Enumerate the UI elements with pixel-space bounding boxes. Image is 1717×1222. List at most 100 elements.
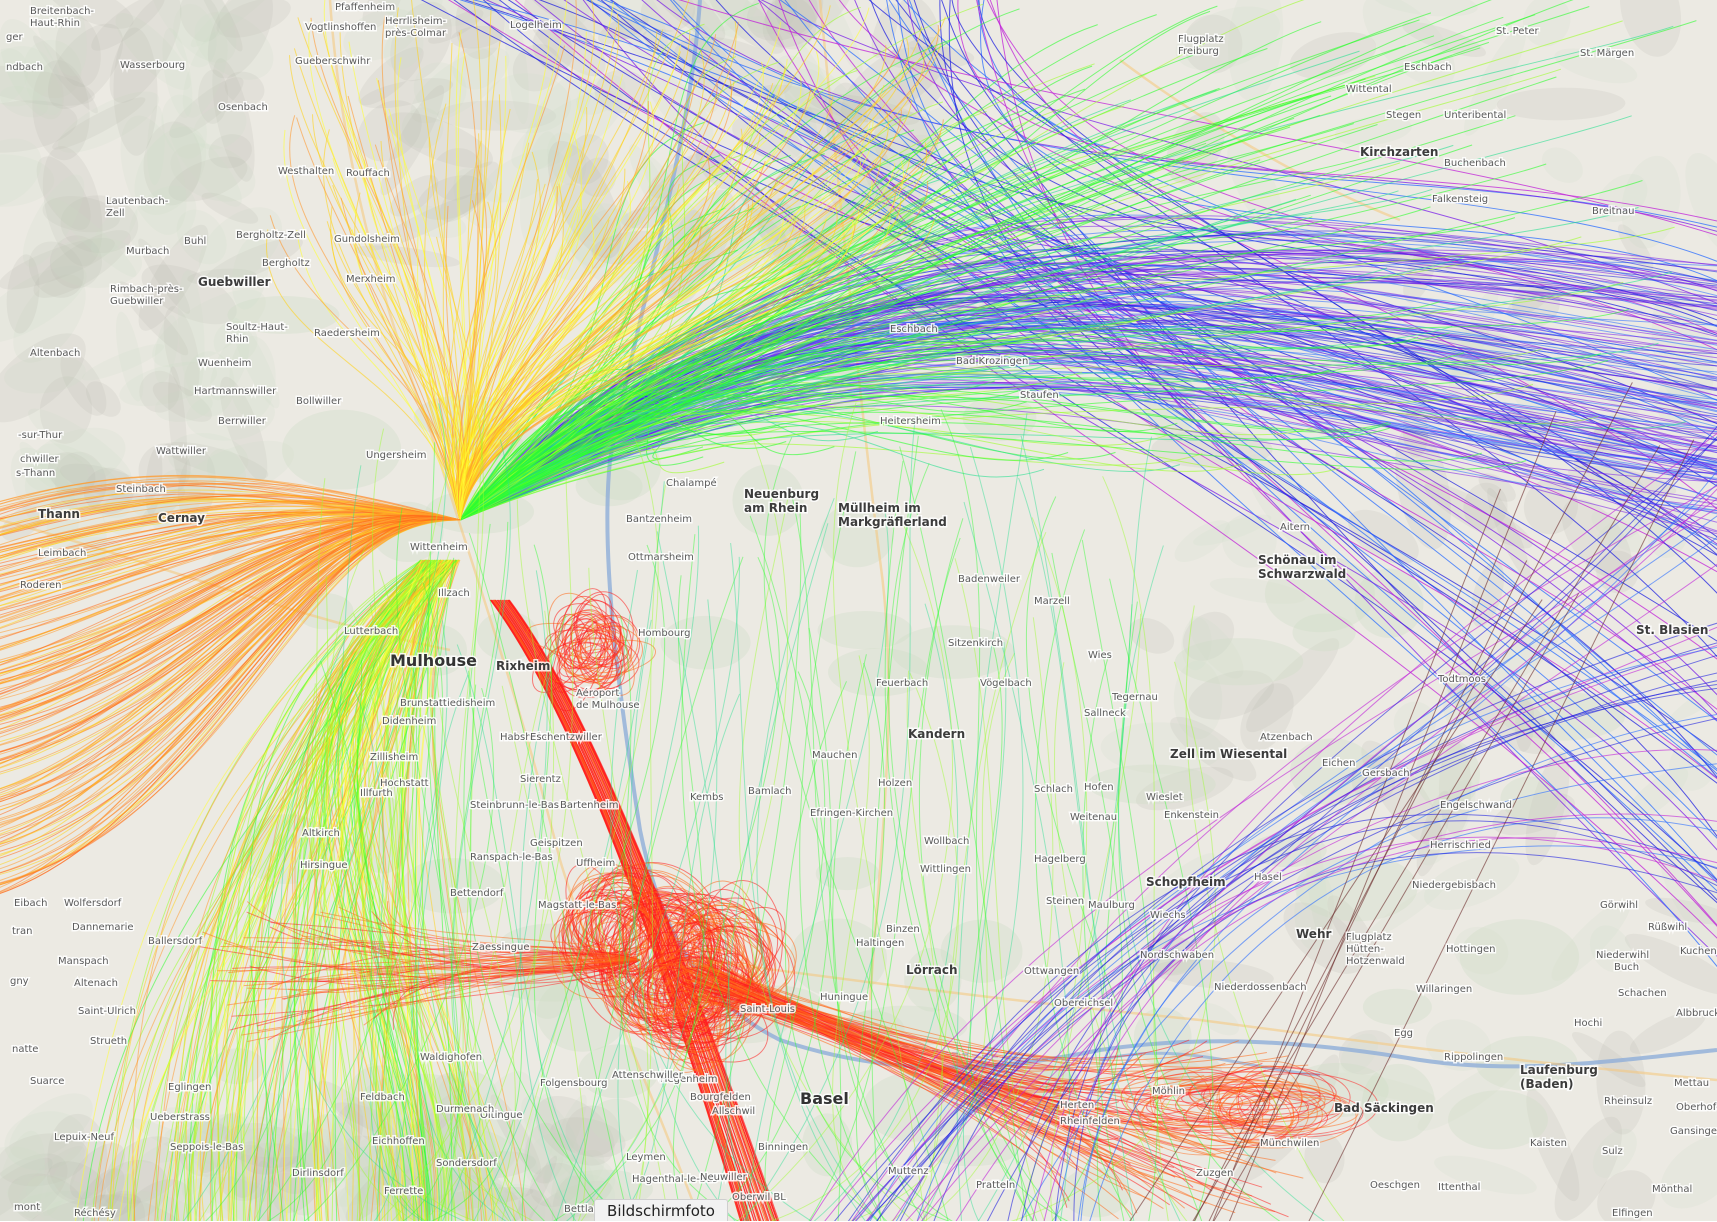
place-label-munchwilen: Münchwilen	[1260, 1138, 1319, 1149]
place-label-pratteln: Pratteln	[976, 1180, 1015, 1191]
place-label-line: Saint-Ulrich	[78, 1006, 136, 1017]
place-label-geispitzen: Geispitzen	[530, 838, 583, 849]
place-label-line: mont	[14, 1202, 40, 1213]
place-label-line: Strueth	[90, 1036, 127, 1047]
place-label-gorwihl: Görwihl	[1600, 900, 1638, 911]
place-label-manspach: Manspach	[58, 956, 109, 967]
place-label-eschbach-south: Eschbach	[890, 324, 938, 335]
place-label-line: Tegernau	[1111, 692, 1158, 703]
place-label-bergholtz: Bergholtz	[262, 258, 310, 269]
place-label-line: Sulz	[1602, 1146, 1623, 1157]
place-label-altenbach: Altenbach	[30, 348, 80, 359]
place-label-sitzenkirch: Sitzenkirch	[948, 638, 1003, 649]
place-label-line: Allschwil	[712, 1106, 755, 1117]
place-label-line: Herten	[1060, 1100, 1094, 1111]
place-label-line: Willaringen	[1416, 984, 1472, 995]
place-label-line: Hochi	[1574, 1018, 1602, 1029]
place-label-ferrette: Ferrette	[384, 1186, 423, 1197]
place-label-line: Guebwiller	[198, 275, 271, 289]
place-label-sierentz: Sierentz	[520, 774, 561, 785]
place-label-line: près-Colmar	[385, 27, 447, 39]
place-label-line: Wehr	[1296, 927, 1331, 941]
place-label-line: Sallneck	[1084, 708, 1126, 719]
place-label-bartenheim: Bartenheim	[560, 800, 619, 811]
place-label-basel: Basel	[800, 1089, 849, 1108]
place-label-folgensbourg: Folgensbourg	[540, 1078, 607, 1089]
place-label-wasserbourg: Wasserbourg	[120, 60, 185, 71]
place-label-brunstatt: Brunstatt	[400, 698, 447, 709]
place-label-line: Hartmannswiller	[194, 386, 277, 397]
place-label-herrlisheim-pres-colmar: Herrlisheim-près-Colmar	[385, 16, 447, 39]
place-label-line: Rheinfelden	[1060, 1116, 1120, 1127]
place-label-berrwiller: Berrwiller	[218, 416, 267, 427]
place-label-line: Hochstatt	[380, 778, 429, 789]
place-label-ungersheim: Ungersheim	[366, 450, 427, 461]
place-label-hartmannswiller: Hartmannswiller	[194, 386, 277, 397]
place-label-line: Ungersheim	[366, 450, 427, 461]
place-label-illzach: Illzach	[438, 588, 470, 599]
place-label-line: Mauchen	[812, 750, 857, 761]
place-label-egg: Egg	[1394, 1028, 1413, 1039]
place-label-line: Ballersdorf	[148, 936, 203, 947]
place-label-line: tran	[12, 926, 33, 937]
place-label-dannemarie: Dannemarie	[72, 922, 134, 933]
place-label-unteribental: Unteribental	[1444, 110, 1506, 121]
place-label-line: Obereichsel	[1054, 998, 1113, 1009]
place-label-line: Laufenburg	[1520, 1063, 1598, 1077]
place-label-chalampe: Chalampé	[666, 477, 717, 489]
place-label-line: Buch	[1614, 962, 1639, 973]
place-label-line: Weitenau	[1070, 812, 1117, 823]
place-label-line: Mettau	[1674, 1078, 1709, 1089]
place-label-bollwiller: Bollwiller	[296, 396, 342, 407]
place-label-line: Kaisten	[1530, 1138, 1567, 1149]
place-label-attenschwiller: Attenschwiller	[612, 1070, 684, 1081]
place-label-binningen: Binningen	[758, 1142, 808, 1153]
place-label-line: Basel	[800, 1089, 849, 1108]
place-label-steinen: Steinen	[1046, 896, 1084, 907]
place-label-line: Suarce	[30, 1076, 64, 1087]
place-label-durmenach: Durmenach	[436, 1104, 494, 1115]
place-label-line: Leymen	[626, 1152, 666, 1163]
place-label-schwiller: chwiller	[20, 454, 60, 465]
place-label-rippolingen: Rippolingen	[1444, 1052, 1503, 1063]
place-label-neuwiller: Neuwiller	[700, 1172, 748, 1183]
place-label-ballersdorf: Ballersdorf	[148, 936, 203, 947]
place-label-hochi: Hochi	[1574, 1018, 1602, 1029]
place-label-obereichsel: Obereichsel	[1054, 998, 1113, 1009]
place-label-bamlach: Bamlach	[748, 786, 791, 797]
place-label-dirlinsdorf: Dirlinsdorf	[292, 1168, 344, 1179]
place-label-russwihl: Rüßwihl	[1648, 922, 1687, 933]
forest-patch	[590, 1099, 643, 1143]
place-label-rheinfelden: Rheinfelden	[1060, 1116, 1120, 1127]
forest-patch	[816, 857, 880, 890]
place-label-line: Pratteln	[976, 1180, 1015, 1191]
place-label-line: Badenweiler	[958, 574, 1021, 585]
place-label-altkirch: Altkirch	[302, 828, 340, 839]
place-label-s-thann: s-Thann	[16, 468, 55, 479]
place-label-wattwiller: Wattwiller	[156, 446, 207, 457]
place-label-line: Muttenz	[888, 1166, 929, 1177]
place-label-line: Hofen	[1084, 782, 1114, 793]
place-label-line: Huningue	[820, 992, 868, 1003]
place-label-line: Gundolsheim	[334, 234, 400, 245]
place-label-line: ndbach	[6, 62, 43, 73]
place-label-tegernau: Tegernau	[1111, 692, 1158, 703]
place-label-vogtlinshoffen: Vogtlinshoffen	[305, 22, 376, 33]
place-label-line: Flugplatz	[1178, 34, 1224, 45]
place-label-line: Raedersheim	[314, 328, 380, 339]
place-label-line: Magstatt-le-Bas	[538, 900, 616, 911]
place-label-line: Bergholtz	[262, 258, 310, 269]
place-label-line: Enkenstein	[1164, 810, 1219, 821]
place-label-line: Didenheim	[382, 716, 436, 727]
place-label-line: Nordschwaben	[1140, 950, 1214, 961]
place-label-binzen: Binzen	[886, 924, 920, 935]
place-label-line: Guebwiller	[110, 296, 164, 307]
place-label-line: Bollwiller	[296, 396, 342, 407]
forest-patch	[1354, 569, 1423, 638]
place-label-line: Ranspach-le-Bas	[470, 852, 553, 863]
place-label-line: Atzenbach	[1260, 732, 1313, 743]
place-label-bantzenheim: Bantzenheim	[626, 514, 692, 525]
